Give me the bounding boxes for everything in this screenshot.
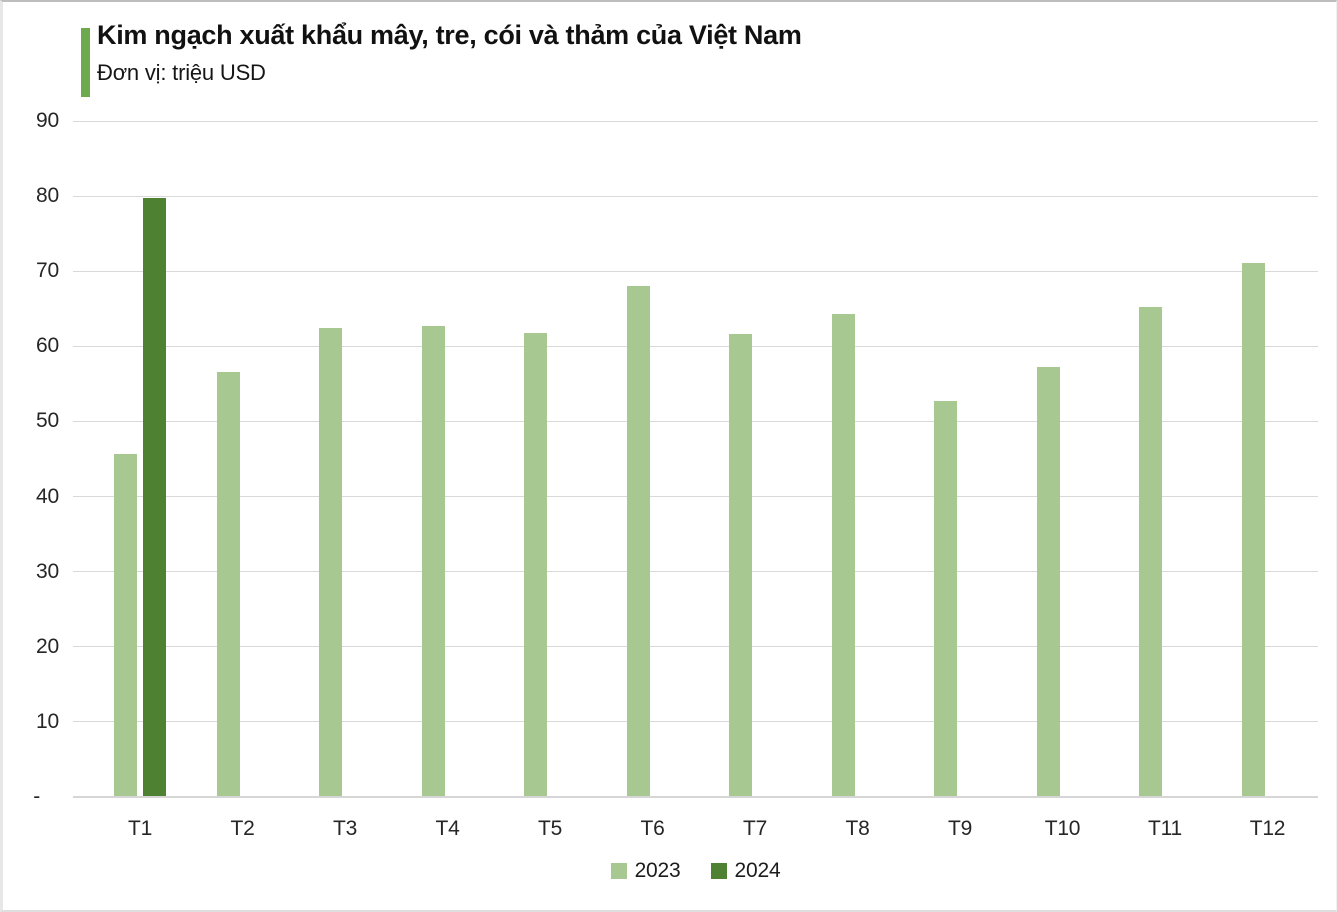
x-axis-line: [73, 796, 1318, 798]
y-axis-label: -: [33, 785, 40, 808]
x-axis-label-t10: T10: [1044, 817, 1081, 840]
y-axis-label: 20: [36, 634, 59, 658]
chart-subtitle: Đơn vị: triệu USD: [97, 60, 266, 85]
y-axis-label: 40: [36, 484, 59, 508]
gridline: [73, 270, 1318, 272]
gridline: [73, 571, 1318, 573]
bar-2023-t10: [1036, 367, 1060, 797]
x-axis-label-t1: T1: [127, 817, 153, 840]
x-axis-label-t9: T9: [947, 817, 973, 840]
x-axis-label-t4: T4: [435, 817, 460, 840]
y-axis-label: 70: [36, 259, 59, 283]
bar-2023-t5: [524, 332, 547, 797]
legend-item-2023: 2023: [610, 859, 681, 882]
gridline: [73, 721, 1318, 723]
legend-swatch-2023: [610, 863, 627, 879]
bar-2023-t2: [216, 371, 240, 797]
y-axis-label: 90: [36, 109, 59, 132]
x-axis-label-t8: T8: [845, 817, 870, 840]
x-axis-label-t7: T7: [742, 817, 768, 840]
gridline: [73, 420, 1318, 422]
legend-swatch-2024: [710, 863, 727, 879]
x-axis: T1 T2 T3 T4 T5 T6 T7 T8 T9 T10 T11 T12: [73, 814, 1318, 848]
y-axis-label: 80: [36, 184, 59, 208]
bar-2023-t9: [934, 401, 957, 797]
bar-2024-t1: [143, 198, 166, 797]
gridline: [73, 496, 1318, 498]
bar-2023-t12: [1241, 262, 1265, 797]
bar-2023-t6: [626, 286, 650, 797]
x-axis-label-t12: T12: [1249, 817, 1286, 840]
bar-2023-t8: [831, 314, 855, 797]
chart-legend: 2023 2024: [73, 860, 1318, 882]
bar-2023-t1: [114, 453, 137, 797]
chart-title: Kim ngạch xuất khẩu mây, tre, cói và thả…: [97, 20, 802, 50]
y-axis: - 10 20 30 40 50 60 70 80 90: [3, 109, 59, 808]
bar-2023-t7: [729, 333, 752, 797]
x-axis-label-t3: T3: [332, 817, 358, 840]
y-axis-label: 30: [36, 559, 59, 583]
bar-2023-t11: [1139, 307, 1162, 797]
bar-2023-t4: [421, 326, 445, 797]
title-accent-bar: [81, 28, 90, 97]
legend-label-2024: 2024: [734, 859, 781, 882]
bar-2023-t3: [319, 328, 342, 797]
x-axis-label-t2: T2: [230, 817, 255, 840]
legend-label-2023: 2023: [634, 859, 681, 882]
y-axis-label: 60: [36, 334, 59, 358]
y-axis-label: 50: [36, 409, 59, 433]
x-axis-label-t6: T6: [640, 817, 665, 840]
y-axis-label: 10: [36, 709, 59, 733]
x-axis-label-t11: T11: [1147, 817, 1183, 840]
gridline: [73, 195, 1318, 197]
plot-area: [73, 120, 1318, 798]
gridline: [73, 345, 1318, 347]
legend-item-2024: 2024: [710, 859, 781, 882]
x-axis-label-t5: T5: [537, 817, 563, 840]
gridline: [73, 646, 1318, 648]
gridline: [73, 120, 1318, 122]
